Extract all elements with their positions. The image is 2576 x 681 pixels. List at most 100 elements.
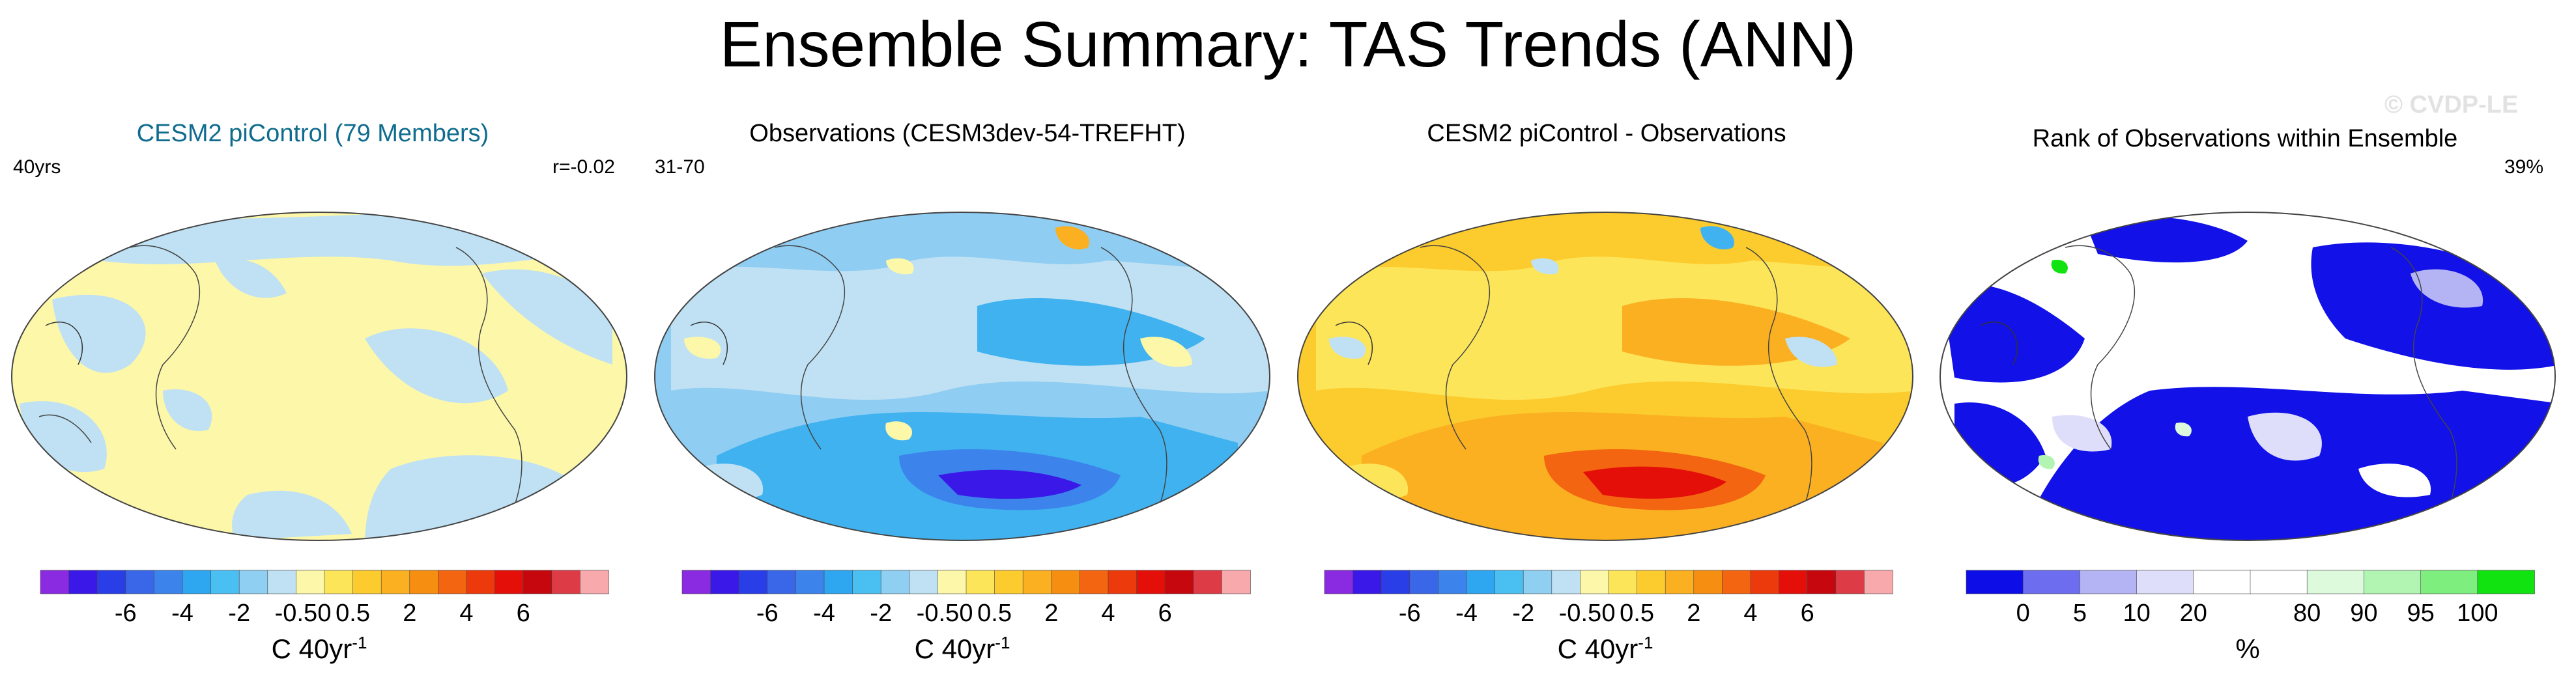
colorbar-tick-label: 95 xyxy=(2407,600,2434,627)
colorbar-tick-label: -0.5 xyxy=(1559,600,1601,627)
colorbar-tick-label: 5 xyxy=(2073,600,2087,627)
colorbar-swatch xyxy=(2477,570,2535,594)
colorbar-tick-label: 6 xyxy=(1801,600,1814,627)
map-3-border xyxy=(1297,212,1913,541)
colorbar-swatch xyxy=(1693,570,1723,594)
colorbar-swatch xyxy=(466,570,496,594)
colorbar-swatch xyxy=(438,570,467,594)
colorbar-swatch xyxy=(1551,570,1581,594)
panel-4-units: % xyxy=(2235,633,2260,664)
colorbar-swatch xyxy=(1352,570,1382,594)
colorbar-swatch xyxy=(1324,570,1354,594)
colorbar-tick-label: 6 xyxy=(517,600,530,627)
colorbar-swatch xyxy=(182,570,212,594)
colorbar-tick-label: 20 xyxy=(2180,600,2207,627)
colorbar-swatch xyxy=(2022,570,2081,594)
colorbar-swatch xyxy=(937,570,967,594)
colorbar-tick-label: -4 xyxy=(1455,600,1478,627)
colorbar-swatch xyxy=(1835,570,1865,594)
colorbar-tick-label: 2 xyxy=(1687,600,1700,627)
colorbar-swatch xyxy=(580,570,609,594)
panel-3-units: C 40yr-1 xyxy=(1557,633,1653,664)
colorbar-swatch xyxy=(767,570,797,594)
colorbar-swatch xyxy=(494,570,524,594)
colorbar-swatch xyxy=(909,570,939,594)
colorbar-swatch xyxy=(1466,570,1496,594)
colorbar-tick-label: 4 xyxy=(459,600,473,627)
map-1-border xyxy=(11,212,627,541)
map-2-border xyxy=(654,212,1270,541)
colorbar-swatch xyxy=(2080,570,2138,594)
colorbar-swatch xyxy=(1495,570,1524,594)
watermark: © CVDP-LE xyxy=(2384,91,2519,118)
colorbar-swatch xyxy=(710,570,739,594)
colorbar-swatch xyxy=(823,570,853,594)
colorbar-panel-3: -6 -4 -2 -0.5 0 0.5 2 4 6 xyxy=(1324,570,1893,627)
colorbar-swatch xyxy=(1807,570,1837,594)
colorbar-tick-label: 0.5 xyxy=(336,600,370,627)
colorbar-swatch xyxy=(1381,570,1410,594)
map-panel-1 xyxy=(12,212,627,540)
panel-1-left-label: 40yrs xyxy=(13,156,61,178)
panel-2-units: C 40yr-1 xyxy=(914,633,1010,664)
colorbar-swatch xyxy=(738,570,768,594)
colorbar-swatch xyxy=(1966,570,2024,594)
colorbar-tick-label: -2 xyxy=(1512,600,1534,627)
colorbar-swatch xyxy=(68,570,98,594)
colorbar-swatch xyxy=(210,570,240,594)
colorbar-swatch xyxy=(324,570,354,594)
colorbar-tick-label: 2 xyxy=(1044,600,1058,627)
colorbar-swatch xyxy=(1750,570,1780,594)
page-title: Ensemble Summary: TAS Trends (ANN) xyxy=(719,8,1857,80)
colorbar-swatch xyxy=(1108,570,1138,594)
colorbar-tick-label: 80 xyxy=(2293,600,2321,627)
colorbar-swatch xyxy=(2306,570,2365,594)
panel-1-title: CESM2 piControl (79 Members) xyxy=(136,120,489,147)
colorbar-swatch xyxy=(1779,570,1809,594)
colorbar-tick-label: 100 xyxy=(2457,600,2498,627)
colorbar-tick-label: 4 xyxy=(1743,600,1757,627)
colorbar-swatch xyxy=(852,570,881,594)
panel-2-title: Observations (CESM3dev-54-TREFHT) xyxy=(749,120,1186,147)
colorbar-tick-label: 6 xyxy=(1158,600,1172,627)
panel-4-right-label: 39% xyxy=(2504,156,2544,178)
panel-3-title: CESM2 piControl - Observations xyxy=(1427,120,1786,147)
colorbar-tick-label: 0 xyxy=(1601,600,1615,627)
colorbar-tick-label: -6 xyxy=(1399,600,1421,627)
colorbar-swatch xyxy=(551,570,581,594)
colorbar-swatch xyxy=(681,570,711,594)
panel-1-right-label: r=-0.02 xyxy=(552,156,615,178)
colorbar-tick-label: 0 xyxy=(959,600,973,627)
colorbar-swatch xyxy=(1608,570,1638,594)
colorbar-swatch xyxy=(1637,570,1667,594)
colorbar-swatch xyxy=(2420,570,2478,594)
colorbar-swatch xyxy=(238,570,268,594)
colorbar-tick-label: 0 xyxy=(317,600,331,627)
colorbar-swatch xyxy=(2193,570,2251,594)
colorbar-swatch xyxy=(1080,570,1109,594)
colorbar-swatch xyxy=(1722,570,1751,594)
colorbar-swatch xyxy=(1222,570,1251,594)
colorbar-tick-label: -0.5 xyxy=(275,600,317,627)
panel-4-title: Rank of Observations within Ensemble xyxy=(2032,125,2458,152)
colorbar-swatch xyxy=(994,570,1023,594)
map-4-border xyxy=(1939,212,2556,541)
colorbar-tick-label: -2 xyxy=(228,600,250,627)
colorbar-swatch xyxy=(1864,570,1893,594)
colorbar-panel-4: 0 5 10 20 80 90 95 100 xyxy=(1966,570,2535,627)
colorbar-swatch xyxy=(2136,570,2194,594)
colorbar-swatch xyxy=(522,570,552,594)
colorbar-swatch xyxy=(267,570,297,594)
colorbar-swatch xyxy=(40,570,70,594)
map-panel-3 xyxy=(1298,212,1913,540)
colorbar-swatch xyxy=(1051,570,1081,594)
colorbar-swatch xyxy=(125,570,155,594)
panel-1-units: C 40yr-1 xyxy=(271,633,367,664)
colorbar-tick-label: -6 xyxy=(115,600,137,627)
colorbar-swatch xyxy=(966,570,995,594)
colorbar-swatch xyxy=(1665,570,1695,594)
colorbar-swatch xyxy=(296,570,325,594)
colorbar-tick-label: -4 xyxy=(813,600,835,627)
panel-2-left-label: 31-70 xyxy=(655,156,705,178)
colorbar-tick-label: -2 xyxy=(870,600,892,627)
